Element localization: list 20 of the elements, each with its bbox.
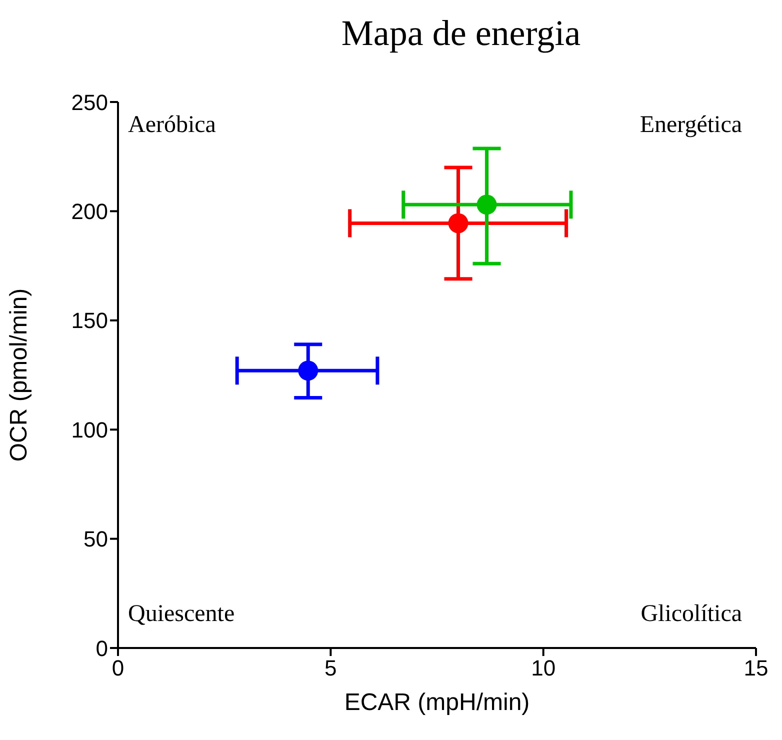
annotation: Aeróbica xyxy=(128,112,216,139)
y-axis-title: OCR (pmol/min) xyxy=(6,288,33,462)
point xyxy=(448,213,468,234)
x-tick-label: 10 xyxy=(531,656,556,681)
y-tick-label: 100 xyxy=(71,417,108,442)
x-tick-label: 5 xyxy=(324,656,337,681)
point xyxy=(298,360,318,381)
point xyxy=(476,194,497,215)
x-tick-label: 0 xyxy=(112,656,124,681)
y-tick-label: 250 xyxy=(71,90,108,115)
y-tick-label: 200 xyxy=(71,199,108,224)
y-tick-label: 50 xyxy=(84,526,108,552)
annotation: Glicolítica xyxy=(640,601,742,628)
x-tick-label: 15 xyxy=(744,656,768,681)
chart-title: Mapa de energia xyxy=(340,12,582,55)
y-tick-label: 0 xyxy=(96,636,108,661)
x-axis-title: ECAR (mpH/min) xyxy=(344,689,530,716)
annotation: Energética xyxy=(640,112,742,139)
y-tick-label: 150 xyxy=(71,308,108,334)
annotation: Quiescente xyxy=(128,601,235,628)
